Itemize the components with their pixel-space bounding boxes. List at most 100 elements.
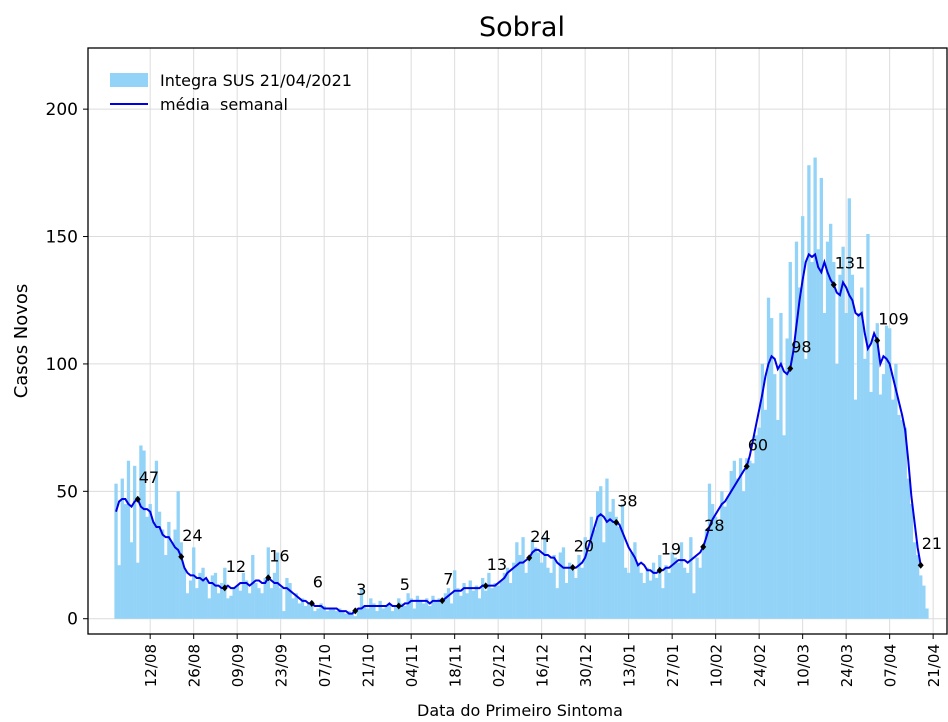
bar: [148, 504, 152, 619]
point-marker: [917, 561, 924, 569]
bar: [350, 613, 354, 619]
bar: [167, 521, 171, 619]
bar: [922, 585, 926, 619]
bar: [723, 506, 727, 619]
x-tick-label: 24/02: [751, 644, 769, 687]
bar: [804, 358, 808, 619]
bar: [710, 504, 715, 619]
bar: [726, 496, 730, 619]
bar: [446, 588, 451, 619]
bar: [891, 399, 895, 619]
point-marker: [178, 553, 185, 561]
bar: [394, 605, 398, 619]
bar: [344, 613, 348, 619]
bar: [459, 595, 463, 619]
bar: [636, 562, 640, 619]
bar: [207, 598, 211, 619]
point-marker: [656, 566, 663, 574]
bar: [129, 542, 134, 619]
bar: [307, 603, 311, 619]
value-label: 109: [878, 309, 909, 328]
bar: [816, 249, 820, 619]
bar: [769, 318, 774, 619]
bar: [844, 312, 848, 619]
bar: [235, 585, 239, 619]
bar: [356, 608, 361, 619]
bar: [916, 555, 920, 619]
bar: [623, 567, 628, 619]
bar: [586, 552, 590, 619]
bar: [260, 593, 264, 619]
bar: [412, 608, 416, 619]
bar: [303, 605, 308, 619]
bar: [272, 572, 277, 619]
bar: [819, 177, 823, 619]
point-marker: [787, 365, 794, 373]
bar: [496, 585, 500, 619]
bar: [689, 537, 693, 619]
bar: [244, 580, 249, 619]
bar: [502, 572, 507, 619]
bar: [449, 603, 454, 619]
bar: [126, 460, 131, 619]
bar: [288, 583, 292, 619]
value-label: 3: [356, 580, 366, 599]
bar: [325, 611, 329, 619]
bar: [437, 598, 441, 619]
bar: [431, 595, 435, 619]
value-label: 7: [443, 570, 453, 589]
bar: [655, 577, 659, 619]
y-tick-label: 50: [56, 482, 78, 502]
point-marker: [134, 495, 141, 503]
point-marker: [874, 336, 881, 344]
bar: [580, 567, 584, 619]
bar: [673, 557, 677, 619]
bar: [533, 547, 538, 619]
bar: [347, 611, 351, 619]
bar: [145, 516, 149, 619]
bar: [682, 567, 687, 619]
point-marker: [265, 574, 272, 582]
bar: [903, 427, 907, 619]
bar: [300, 598, 305, 619]
bar: [791, 343, 796, 619]
bar: [801, 216, 805, 619]
legend-swatch: [110, 73, 148, 87]
bar: [505, 567, 510, 619]
point-marker: [221, 584, 228, 592]
bar: [860, 287, 864, 619]
bar: [456, 588, 460, 619]
bar: [369, 598, 373, 619]
bar: [403, 605, 407, 619]
bar: [906, 478, 910, 619]
bar: [157, 511, 162, 619]
bar: [735, 478, 740, 619]
bar: [192, 547, 196, 619]
x-axis-label: Data do Primeiro Sintoma: [417, 701, 623, 720]
bar: [807, 165, 811, 619]
bar: [238, 590, 242, 619]
bar: [322, 605, 326, 619]
bar: [571, 570, 575, 619]
bar: [275, 552, 280, 619]
point-marker: [830, 281, 837, 289]
bar: [832, 262, 836, 619]
plot-frame: [87, 47, 948, 635]
bar: [794, 241, 799, 619]
bar: [232, 588, 236, 619]
bar: [661, 588, 665, 619]
x-tick-label: 24/03: [838, 644, 856, 687]
bar: [658, 555, 662, 619]
bar: [766, 297, 771, 619]
bar: [540, 562, 544, 619]
bar: [123, 504, 128, 619]
bar: [201, 567, 205, 619]
value-label: 21: [922, 534, 942, 553]
point-marker: [308, 599, 315, 607]
value-label: 60: [748, 435, 768, 454]
bar: [477, 598, 482, 619]
bar: [583, 537, 587, 619]
bar: [216, 593, 221, 619]
bar: [546, 567, 550, 619]
